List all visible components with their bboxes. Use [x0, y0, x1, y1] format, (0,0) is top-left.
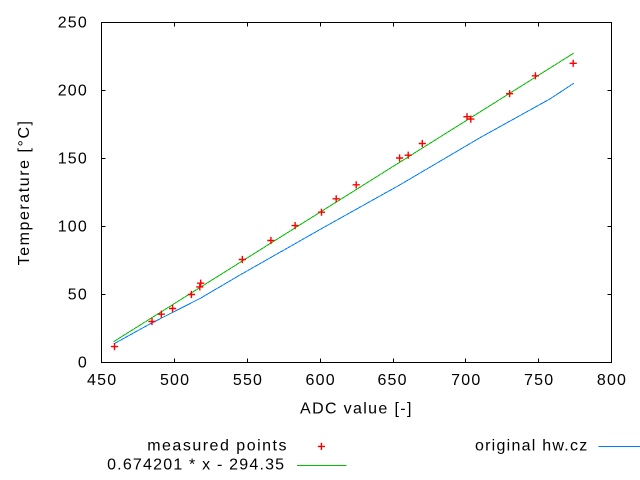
- svg-text:100: 100: [58, 219, 88, 236]
- svg-text:600: 600: [306, 372, 336, 389]
- svg-text:800: 800: [597, 372, 627, 389]
- svg-text:Temperature [°C]: Temperature [°C]: [16, 119, 33, 265]
- svg-text:450: 450: [87, 372, 117, 389]
- svg-text:200: 200: [58, 83, 88, 100]
- svg-text:0: 0: [78, 355, 88, 372]
- svg-text:650: 650: [377, 372, 407, 389]
- svg-text:250: 250: [58, 15, 88, 32]
- svg-text:500: 500: [160, 372, 190, 389]
- svg-text:0.674201 * x - 294.35: 0.674201 * x - 294.35: [107, 457, 285, 474]
- svg-text:ADC value [-]: ADC value [-]: [300, 401, 413, 418]
- svg-text:150: 150: [58, 151, 88, 168]
- svg-text:50: 50: [68, 287, 88, 304]
- svg-text:750: 750: [524, 372, 554, 389]
- svg-text:550: 550: [233, 372, 263, 389]
- svg-text:700: 700: [451, 372, 481, 389]
- svg-text:measured points: measured points: [147, 437, 288, 454]
- svg-text:original hw.cz: original hw.cz: [475, 437, 589, 454]
